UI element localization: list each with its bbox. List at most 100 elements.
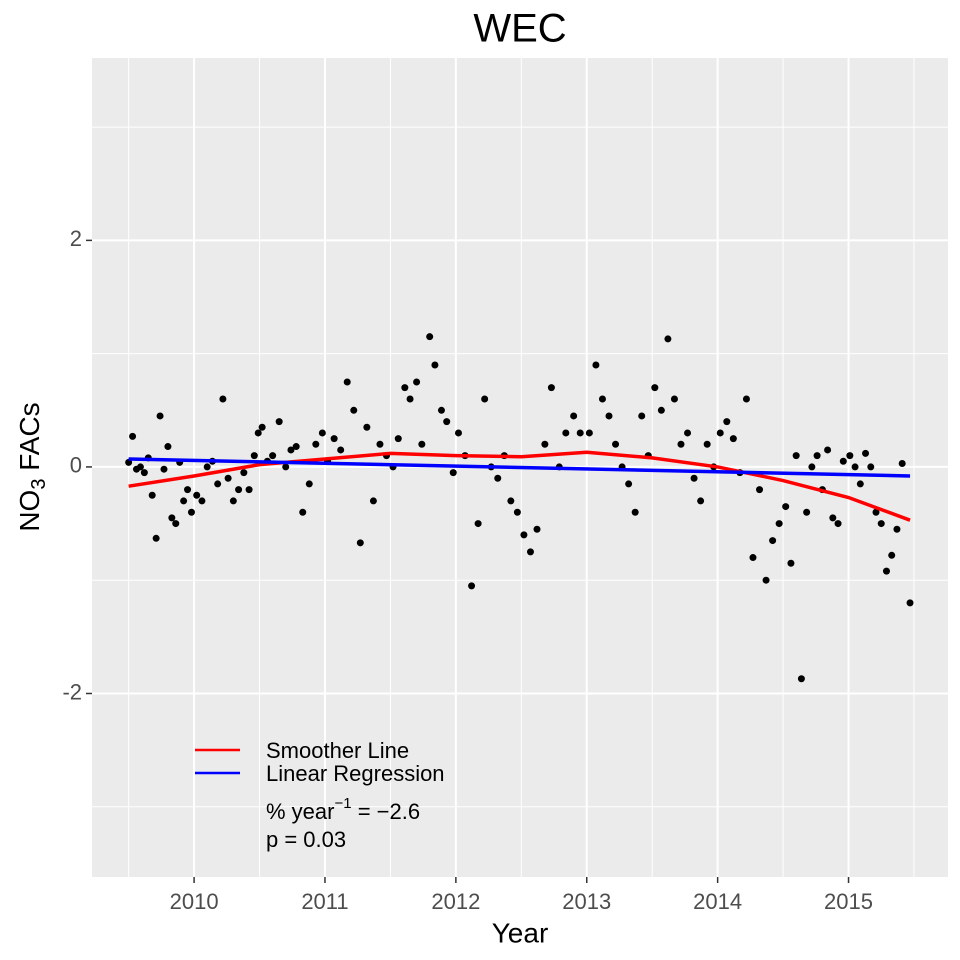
x-tick-label: 2010 bbox=[170, 889, 219, 914]
point bbox=[168, 514, 176, 522]
point bbox=[851, 463, 859, 471]
point bbox=[513, 508, 521, 516]
point bbox=[449, 469, 457, 477]
y-axis-label: NO3 FACs bbox=[14, 402, 50, 531]
point bbox=[631, 508, 639, 516]
point bbox=[356, 539, 364, 547]
point bbox=[337, 446, 345, 454]
point bbox=[877, 520, 885, 528]
point bbox=[305, 480, 313, 488]
point bbox=[612, 440, 620, 448]
point bbox=[180, 497, 188, 505]
y-tick-label: 0 bbox=[70, 453, 82, 478]
legend-label: Linear Regression bbox=[266, 761, 445, 786]
point bbox=[651, 384, 659, 392]
point bbox=[585, 429, 593, 437]
point bbox=[729, 435, 737, 443]
point bbox=[797, 675, 805, 683]
point bbox=[443, 418, 451, 426]
point bbox=[547, 384, 555, 392]
point bbox=[269, 452, 277, 460]
chart-title: WEC bbox=[473, 7, 566, 51]
point bbox=[769, 537, 777, 545]
y-tick-label: -2 bbox=[62, 679, 82, 704]
point bbox=[775, 520, 783, 528]
point bbox=[576, 429, 584, 437]
point bbox=[839, 457, 847, 465]
point bbox=[431, 361, 439, 369]
point bbox=[703, 440, 711, 448]
annotation-slope: % year−1 = −2.6 bbox=[266, 795, 420, 824]
point bbox=[156, 412, 164, 420]
point bbox=[533, 525, 541, 533]
point bbox=[164, 443, 172, 451]
point bbox=[140, 469, 148, 477]
point bbox=[172, 520, 180, 528]
point bbox=[638, 412, 646, 420]
point bbox=[406, 395, 414, 403]
x-tick-label: 2012 bbox=[431, 889, 480, 914]
point bbox=[684, 429, 692, 437]
point bbox=[376, 440, 384, 448]
x-tick-label: 2011 bbox=[301, 889, 348, 914]
point bbox=[829, 514, 837, 522]
point bbox=[882, 567, 890, 575]
point bbox=[426, 333, 434, 341]
annotation-p: p = 0.03 bbox=[266, 827, 346, 852]
point bbox=[418, 440, 426, 448]
y-label-rest: FACs bbox=[14, 402, 45, 478]
annotation-rest: = −2.6 bbox=[352, 799, 421, 824]
point bbox=[152, 534, 160, 542]
point bbox=[888, 551, 896, 559]
point bbox=[625, 480, 633, 488]
point bbox=[541, 440, 549, 448]
point bbox=[507, 497, 515, 505]
point bbox=[526, 548, 534, 556]
point bbox=[677, 440, 685, 448]
point bbox=[343, 378, 351, 386]
x-tick-label: 2014 bbox=[693, 889, 742, 914]
point bbox=[129, 432, 137, 440]
point bbox=[136, 463, 144, 471]
point bbox=[803, 508, 811, 516]
point bbox=[258, 423, 266, 431]
point bbox=[846, 452, 854, 460]
point bbox=[598, 395, 606, 403]
point bbox=[203, 463, 211, 471]
point bbox=[570, 412, 578, 420]
point bbox=[716, 429, 724, 437]
x-axis-label: Year bbox=[492, 917, 549, 948]
point bbox=[318, 429, 326, 437]
point bbox=[664, 335, 672, 343]
line bbox=[128, 450, 911, 522]
point bbox=[193, 491, 201, 499]
point bbox=[898, 460, 906, 468]
point bbox=[275, 418, 283, 426]
point bbox=[592, 361, 600, 369]
point bbox=[906, 599, 914, 607]
point bbox=[254, 429, 262, 437]
point bbox=[187, 508, 195, 516]
point bbox=[468, 582, 476, 590]
annotation-sup: −1 bbox=[334, 795, 351, 812]
point bbox=[867, 463, 875, 471]
point bbox=[670, 395, 678, 403]
point bbox=[762, 576, 770, 584]
point bbox=[474, 520, 482, 528]
point bbox=[330, 435, 338, 443]
point bbox=[862, 449, 870, 457]
point bbox=[282, 463, 290, 471]
point bbox=[520, 531, 528, 539]
point bbox=[148, 491, 156, 499]
point bbox=[394, 435, 402, 443]
point bbox=[454, 429, 462, 437]
point bbox=[690, 474, 698, 482]
point bbox=[250, 452, 258, 460]
point bbox=[605, 412, 613, 420]
point bbox=[292, 443, 300, 451]
point bbox=[742, 395, 750, 403]
point bbox=[813, 452, 821, 460]
